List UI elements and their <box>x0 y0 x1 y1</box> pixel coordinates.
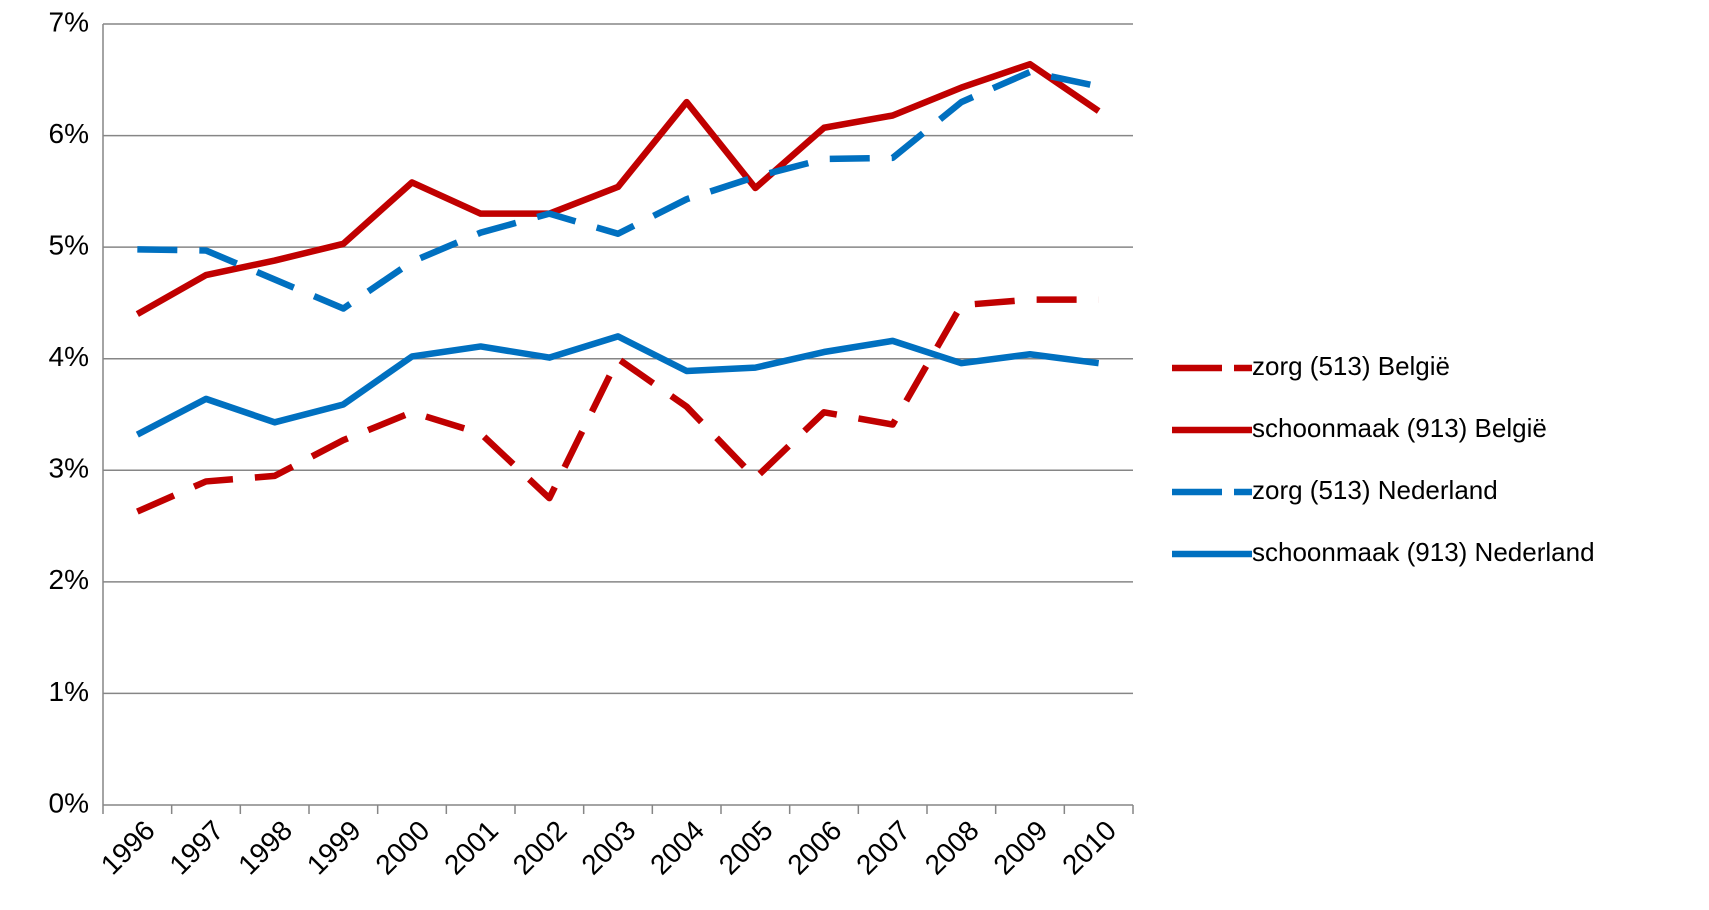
y-tick-label: 2% <box>49 564 89 595</box>
x-tick-label: 1998 <box>232 815 298 881</box>
legend: zorg (513) België schoonmaak (913) België… <box>1172 351 1595 567</box>
legend-label: zorg (513) België <box>1252 351 1450 381</box>
x-tick-label: 2003 <box>575 815 641 881</box>
x-tick-label: 2000 <box>369 815 435 881</box>
x-tick-label: 1997 <box>163 815 229 881</box>
series-line <box>135 333 1100 438</box>
x-tick-label: 2001 <box>438 815 504 881</box>
series-line <box>135 60 1101 317</box>
x-tick-label: 2008 <box>919 815 985 881</box>
legend-label: schoonmaak (913) België <box>1252 413 1547 443</box>
y-tick-label: 5% <box>49 230 89 261</box>
x-tick-label: 2010 <box>1056 815 1122 881</box>
y-tick-label: 1% <box>49 676 89 707</box>
x-tick-label: 2007 <box>850 815 916 881</box>
y-tick-label: 4% <box>49 341 89 372</box>
y-tick-label: 0% <box>49 787 89 818</box>
x-tick-label: 1999 <box>301 815 367 881</box>
x-tick-label: 2006 <box>781 815 847 881</box>
y-tick-label: 3% <box>49 453 89 484</box>
x-tick-label: 2002 <box>507 815 573 881</box>
series-line <box>136 296 1099 515</box>
series-line <box>137 68 1100 312</box>
y-tick-label: 7% <box>49 6 89 37</box>
legend-label: schoonmaak (913) Nederland <box>1252 537 1595 567</box>
x-tick-label: 2004 <box>644 815 710 881</box>
legend-label: zorg (513) Nederland <box>1252 475 1498 505</box>
x-tick-label: 1996 <box>95 815 161 881</box>
x-tick-label: 2009 <box>987 815 1053 881</box>
y-tick-label: 6% <box>49 118 89 149</box>
x-tick-label: 2005 <box>713 815 779 881</box>
